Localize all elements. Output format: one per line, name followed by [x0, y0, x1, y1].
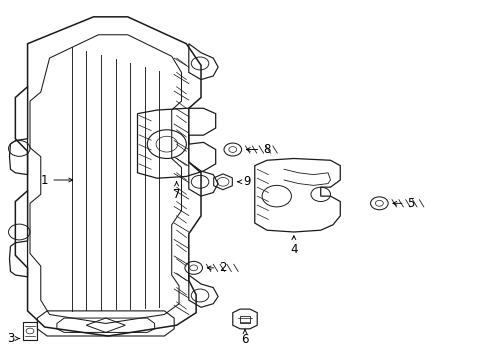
Text: 7: 7	[173, 182, 180, 201]
Text: 9: 9	[238, 175, 251, 188]
Text: 2: 2	[207, 261, 227, 274]
Text: 1: 1	[41, 174, 73, 186]
Text: 5: 5	[393, 197, 415, 210]
Text: 4: 4	[290, 236, 297, 256]
Text: 6: 6	[241, 330, 249, 346]
Text: 8: 8	[246, 143, 270, 156]
Text: 3: 3	[7, 332, 20, 345]
